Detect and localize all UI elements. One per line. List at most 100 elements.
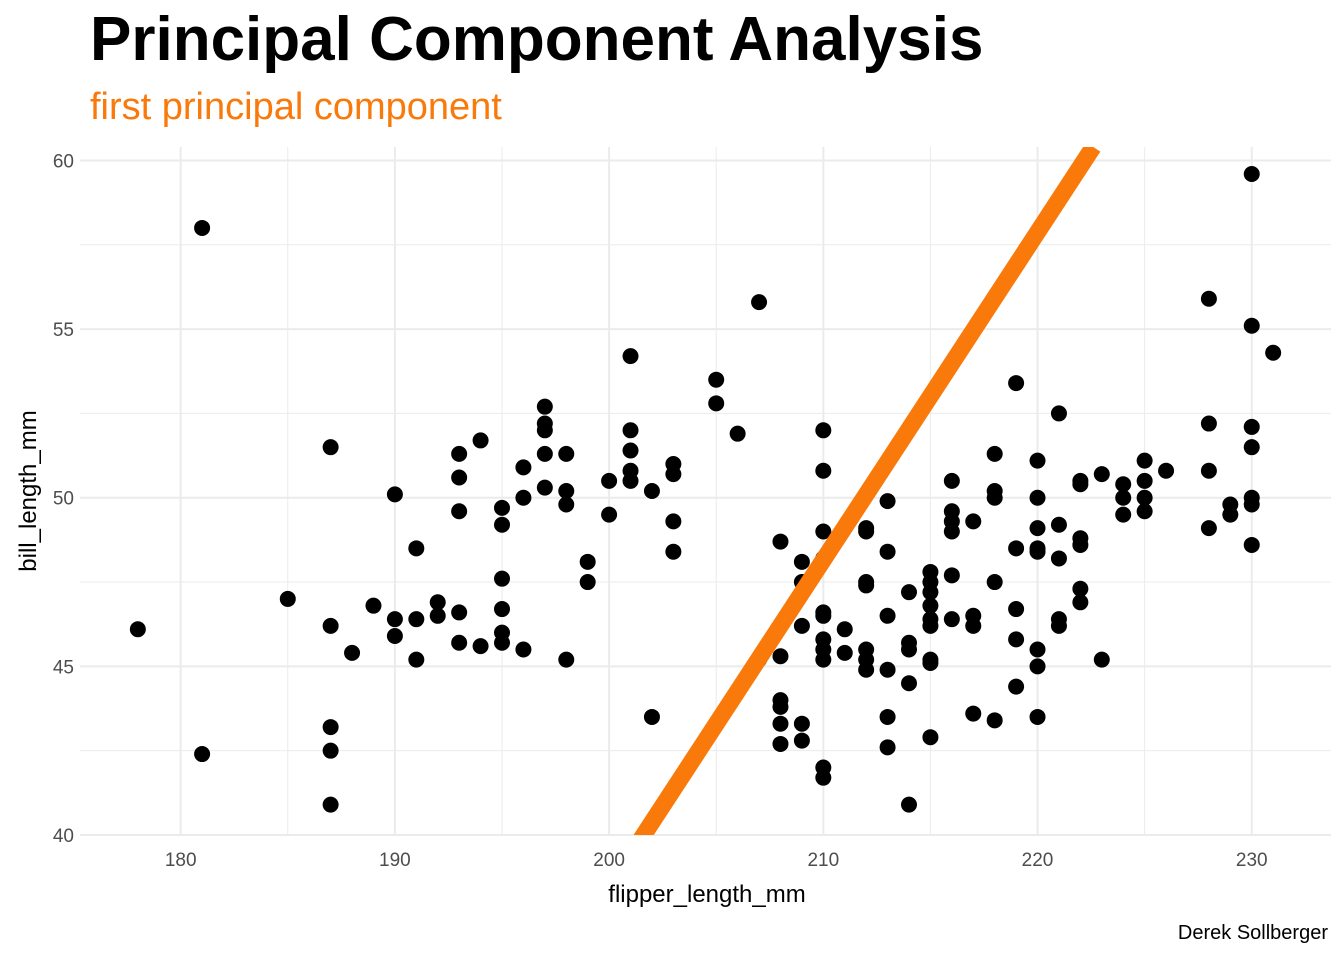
data-point bbox=[1072, 580, 1089, 597]
data-point bbox=[922, 597, 939, 614]
data-point bbox=[1029, 452, 1046, 469]
data-point bbox=[815, 462, 832, 479]
data-point bbox=[965, 705, 982, 722]
data-point bbox=[1243, 418, 1260, 435]
data-point bbox=[536, 422, 553, 439]
data-point bbox=[665, 513, 682, 530]
data-point bbox=[901, 584, 918, 601]
data-point bbox=[836, 621, 853, 638]
data-point bbox=[1136, 472, 1153, 489]
data-point bbox=[879, 543, 896, 560]
data-point bbox=[922, 584, 939, 601]
data-point bbox=[1136, 489, 1153, 506]
data-point bbox=[772, 715, 789, 732]
data-point bbox=[986, 489, 1003, 506]
data-point bbox=[815, 607, 832, 624]
data-point bbox=[536, 398, 553, 415]
data-point bbox=[751, 294, 768, 311]
data-point bbox=[772, 698, 789, 715]
data-point bbox=[1115, 489, 1132, 506]
data-point bbox=[858, 577, 875, 594]
data-point bbox=[901, 675, 918, 692]
data-point bbox=[386, 628, 403, 645]
data-point bbox=[708, 395, 725, 412]
y-axis-title: bill_length_mm bbox=[15, 410, 42, 571]
data-point bbox=[1243, 317, 1260, 334]
data-point bbox=[622, 442, 639, 459]
data-point bbox=[344, 644, 361, 661]
data-point bbox=[665, 543, 682, 560]
data-point bbox=[622, 422, 639, 439]
data-point bbox=[515, 489, 532, 506]
y-tick-label: 45 bbox=[53, 657, 74, 678]
data-point bbox=[493, 499, 510, 516]
data-point bbox=[322, 796, 339, 813]
data-point bbox=[558, 496, 575, 513]
data-point bbox=[879, 661, 896, 678]
data-point bbox=[965, 617, 982, 634]
data-point bbox=[279, 590, 296, 607]
chart-title: Principal Component Analysis bbox=[90, 5, 984, 74]
data-point bbox=[493, 601, 510, 618]
data-point bbox=[879, 607, 896, 624]
y-tick-label: 55 bbox=[53, 320, 74, 341]
data-point bbox=[901, 796, 918, 813]
data-point bbox=[1200, 462, 1217, 479]
data-point bbox=[1029, 641, 1046, 658]
data-points bbox=[129, 165, 1282, 813]
x-tick-label: 200 bbox=[593, 850, 625, 871]
data-point bbox=[365, 597, 382, 614]
data-point bbox=[322, 742, 339, 759]
data-point bbox=[901, 641, 918, 658]
data-point bbox=[858, 523, 875, 540]
data-point bbox=[1050, 405, 1067, 422]
principal-component-line-group bbox=[633, 147, 1101, 835]
data-point bbox=[558, 445, 575, 462]
data-point bbox=[986, 445, 1003, 462]
data-point bbox=[408, 540, 425, 557]
data-point bbox=[793, 715, 810, 732]
data-point bbox=[1093, 466, 1110, 483]
data-point bbox=[879, 708, 896, 725]
data-point bbox=[1200, 520, 1217, 537]
data-point bbox=[622, 348, 639, 365]
data-point bbox=[1008, 540, 1025, 557]
data-point bbox=[922, 729, 939, 746]
data-point bbox=[386, 486, 403, 503]
data-point bbox=[943, 567, 960, 584]
data-point bbox=[451, 634, 468, 651]
data-point bbox=[129, 621, 146, 638]
data-point bbox=[1243, 496, 1260, 513]
minor-grid bbox=[80, 147, 1331, 835]
data-point bbox=[1029, 658, 1046, 675]
data-point bbox=[793, 617, 810, 634]
data-point bbox=[1136, 503, 1153, 520]
data-point bbox=[451, 469, 468, 486]
data-point bbox=[472, 638, 489, 655]
data-point bbox=[322, 439, 339, 456]
data-point bbox=[1158, 462, 1175, 479]
data-point bbox=[622, 472, 639, 489]
data-point bbox=[1115, 506, 1132, 523]
data-point bbox=[1008, 601, 1025, 618]
data-point bbox=[1222, 506, 1239, 523]
data-point bbox=[836, 644, 853, 661]
data-point bbox=[451, 445, 468, 462]
data-point bbox=[386, 611, 403, 628]
data-point bbox=[1072, 476, 1089, 493]
data-point bbox=[579, 574, 596, 591]
data-point bbox=[1050, 516, 1067, 533]
data-point bbox=[815, 523, 832, 540]
data-point bbox=[815, 651, 832, 668]
data-point bbox=[472, 432, 489, 449]
data-point bbox=[1243, 165, 1260, 182]
data-point bbox=[858, 661, 875, 678]
data-point bbox=[943, 523, 960, 540]
data-point bbox=[772, 648, 789, 665]
y-tick-label: 50 bbox=[53, 489, 74, 510]
data-point bbox=[879, 493, 896, 510]
data-point bbox=[772, 533, 789, 550]
data-point bbox=[493, 570, 510, 587]
data-point bbox=[708, 371, 725, 388]
